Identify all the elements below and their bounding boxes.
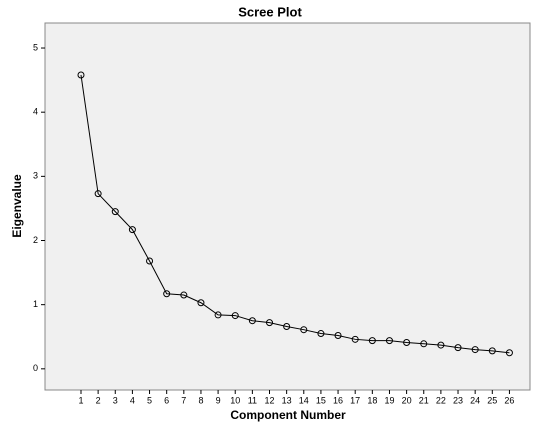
point	[505, 349, 513, 357]
x-tick-label: 5	[147, 395, 152, 405]
point	[385, 337, 393, 345]
point	[488, 347, 496, 355]
chart-title: Scree Plot	[238, 4, 302, 19]
x-tick-label: 8	[198, 395, 203, 405]
x-tick-label: 18	[367, 395, 377, 405]
y-tick-label: 2	[33, 235, 38, 245]
point	[77, 71, 85, 79]
x-tick-label: 7	[181, 395, 186, 405]
point	[111, 208, 119, 216]
x-tick-label: 22	[436, 395, 446, 405]
point	[300, 326, 308, 334]
point	[317, 330, 325, 338]
x-tick-label: 10	[230, 395, 240, 405]
point	[180, 291, 188, 299]
x-tick-label: 24	[470, 395, 480, 405]
point	[231, 312, 239, 320]
x-tick-label: 17	[350, 395, 360, 405]
point	[94, 190, 102, 198]
x-tick-label: 15	[316, 395, 326, 405]
x-tick-label: 12	[264, 395, 274, 405]
point	[163, 290, 171, 298]
point	[368, 337, 376, 345]
y-tick-label: 5	[33, 42, 38, 52]
point	[403, 339, 411, 347]
y-tick-label: 0	[33, 363, 38, 373]
x-tick-label: 19	[384, 395, 394, 405]
x-tick-label: 1	[78, 395, 83, 405]
point	[334, 331, 342, 339]
point	[471, 346, 479, 354]
point	[351, 335, 359, 343]
y-tick-label: 3	[33, 171, 38, 181]
plot-area	[44, 22, 531, 391]
point	[128, 226, 136, 234]
x-tick-label: 14	[299, 395, 309, 405]
x-tick-label: 21	[419, 395, 429, 405]
point	[197, 299, 205, 307]
point	[437, 341, 445, 349]
y-tick-label: 1	[33, 299, 38, 309]
x-tick-label: 20	[402, 395, 412, 405]
x-tick-label: 26	[504, 395, 514, 405]
point	[146, 257, 154, 265]
x-tick-label: 13	[282, 395, 292, 405]
x-tick-label: 25	[487, 395, 497, 405]
x-tick-label: 6	[164, 395, 169, 405]
y-tick-label: 4	[33, 107, 38, 117]
x-tick-label: 2	[96, 395, 101, 405]
point	[420, 340, 428, 348]
x-tick-label: 23	[453, 395, 463, 405]
x-tick-label: 11	[248, 395, 257, 405]
point	[266, 319, 274, 327]
x-tick-label: 9	[216, 395, 221, 405]
x-tick-label: 4	[130, 395, 135, 405]
point	[248, 317, 256, 325]
y-axis-title: Eigenvalue	[10, 174, 24, 238]
point	[214, 311, 222, 319]
point	[454, 344, 462, 352]
point	[283, 322, 291, 330]
x-axis-title: Component Number	[230, 408, 346, 422]
x-tick-label: 16	[333, 395, 343, 405]
x-tick-label: 3	[113, 395, 118, 405]
